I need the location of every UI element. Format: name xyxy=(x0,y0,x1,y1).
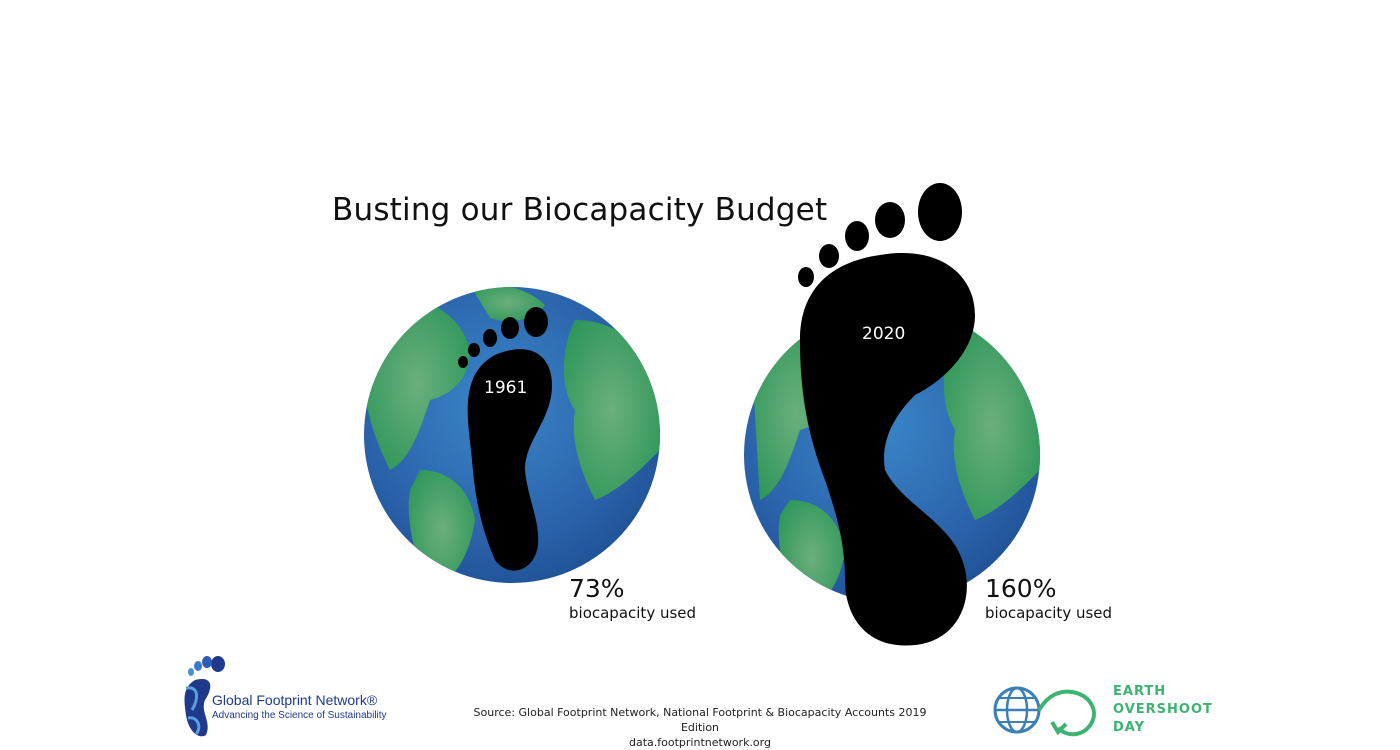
source-line-2: data.footprintnetwork.org xyxy=(629,736,771,749)
footprint-2020 xyxy=(798,183,975,646)
percent-1961: 73% xyxy=(569,574,625,603)
year-label-2020: 2020 xyxy=(862,324,906,344)
gfn-logo-tagline: Advancing the Science of Sustainability xyxy=(212,710,387,721)
footprint-logo-icon xyxy=(184,656,225,737)
eod-logo-line-1: EARTH xyxy=(1113,684,1167,699)
stat-2020: 160% biocapacity used xyxy=(985,575,1112,623)
eod-logo-line-2: OVERSHOOT xyxy=(1113,702,1213,717)
gfn-logo: Global Footprint Network® Advancing the … xyxy=(212,692,387,722)
page-title: Busting our Biocapacity Budget xyxy=(332,192,828,228)
footprint-1961 xyxy=(458,307,552,571)
year-label-1961: 1961 xyxy=(484,378,528,398)
eod-logo-line-3: DAY xyxy=(1113,720,1146,735)
caption-1961: biocapacity used xyxy=(569,604,697,622)
eod-logo: EARTH OVERSHOOT DAY xyxy=(1113,683,1213,737)
caption-2020: biocapacity used xyxy=(985,604,1113,622)
percent-2020: 160% xyxy=(985,574,1057,603)
globe-loop-logo-icon xyxy=(993,686,1096,737)
gfn-logo-name: Global Footprint Network® xyxy=(212,692,378,708)
source-note: Source: Global Footprint Network, Nation… xyxy=(455,705,945,750)
source-line-1: Source: Global Footprint Network, Nation… xyxy=(473,706,927,734)
stat-1961: 73% biocapacity used xyxy=(569,575,696,623)
